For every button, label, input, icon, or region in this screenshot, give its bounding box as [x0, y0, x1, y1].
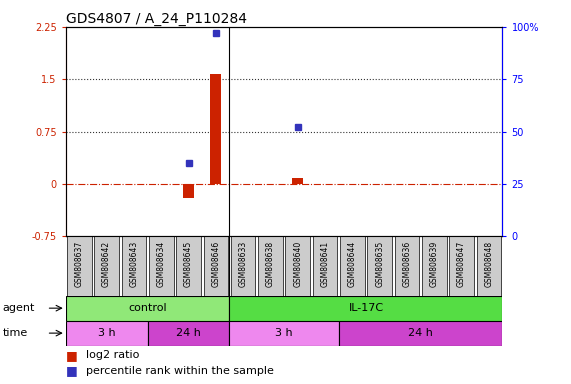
- Bar: [292, 178, 303, 184]
- Bar: [340, 236, 365, 296]
- Text: GSM808639: GSM808639: [430, 241, 439, 287]
- Text: GSM808647: GSM808647: [457, 241, 466, 287]
- Bar: [286, 236, 310, 296]
- Text: GSM808648: GSM808648: [484, 241, 493, 287]
- Text: ■: ■: [66, 349, 78, 362]
- Text: GSM808641: GSM808641: [320, 241, 329, 287]
- Text: GSM808645: GSM808645: [184, 241, 193, 287]
- Text: GDS4807 / A_24_P110284: GDS4807 / A_24_P110284: [66, 12, 247, 25]
- Text: control: control: [128, 303, 167, 313]
- Bar: [313, 236, 337, 296]
- Text: GSM808636: GSM808636: [403, 241, 412, 287]
- Text: percentile rank within the sample: percentile rank within the sample: [86, 366, 274, 376]
- Bar: [67, 236, 91, 296]
- Text: 24 h: 24 h: [408, 328, 433, 338]
- Bar: [203, 236, 228, 296]
- Text: 24 h: 24 h: [176, 328, 201, 338]
- Bar: [367, 236, 392, 296]
- Bar: [66, 296, 230, 321]
- Bar: [183, 184, 194, 198]
- Bar: [231, 236, 255, 296]
- Bar: [176, 236, 201, 296]
- Bar: [94, 236, 119, 296]
- Text: 3 h: 3 h: [98, 328, 115, 338]
- Bar: [258, 236, 283, 296]
- Text: GSM808640: GSM808640: [293, 241, 302, 287]
- Bar: [66, 321, 147, 346]
- Text: GSM808638: GSM808638: [266, 241, 275, 287]
- Text: agent: agent: [3, 303, 35, 313]
- Bar: [122, 236, 146, 296]
- Text: GSM808644: GSM808644: [348, 241, 357, 287]
- Bar: [449, 236, 474, 296]
- Text: GSM808633: GSM808633: [239, 241, 248, 287]
- Bar: [395, 236, 419, 296]
- Bar: [149, 236, 174, 296]
- Bar: [230, 321, 339, 346]
- Bar: [147, 321, 230, 346]
- Text: GSM808637: GSM808637: [75, 241, 84, 287]
- Bar: [477, 236, 501, 296]
- Bar: [210, 74, 222, 184]
- Text: log2 ratio: log2 ratio: [86, 350, 139, 360]
- Bar: [230, 296, 502, 321]
- Text: GSM808634: GSM808634: [156, 241, 166, 287]
- Text: GSM808642: GSM808642: [102, 241, 111, 287]
- Text: IL-17C: IL-17C: [348, 303, 384, 313]
- Text: ■: ■: [66, 364, 78, 377]
- Text: GSM808643: GSM808643: [130, 241, 138, 287]
- Text: GSM808635: GSM808635: [375, 241, 384, 287]
- Text: 3 h: 3 h: [275, 328, 293, 338]
- Bar: [339, 321, 502, 346]
- Text: GSM808646: GSM808646: [211, 241, 220, 287]
- Bar: [422, 236, 447, 296]
- Text: time: time: [3, 328, 28, 338]
